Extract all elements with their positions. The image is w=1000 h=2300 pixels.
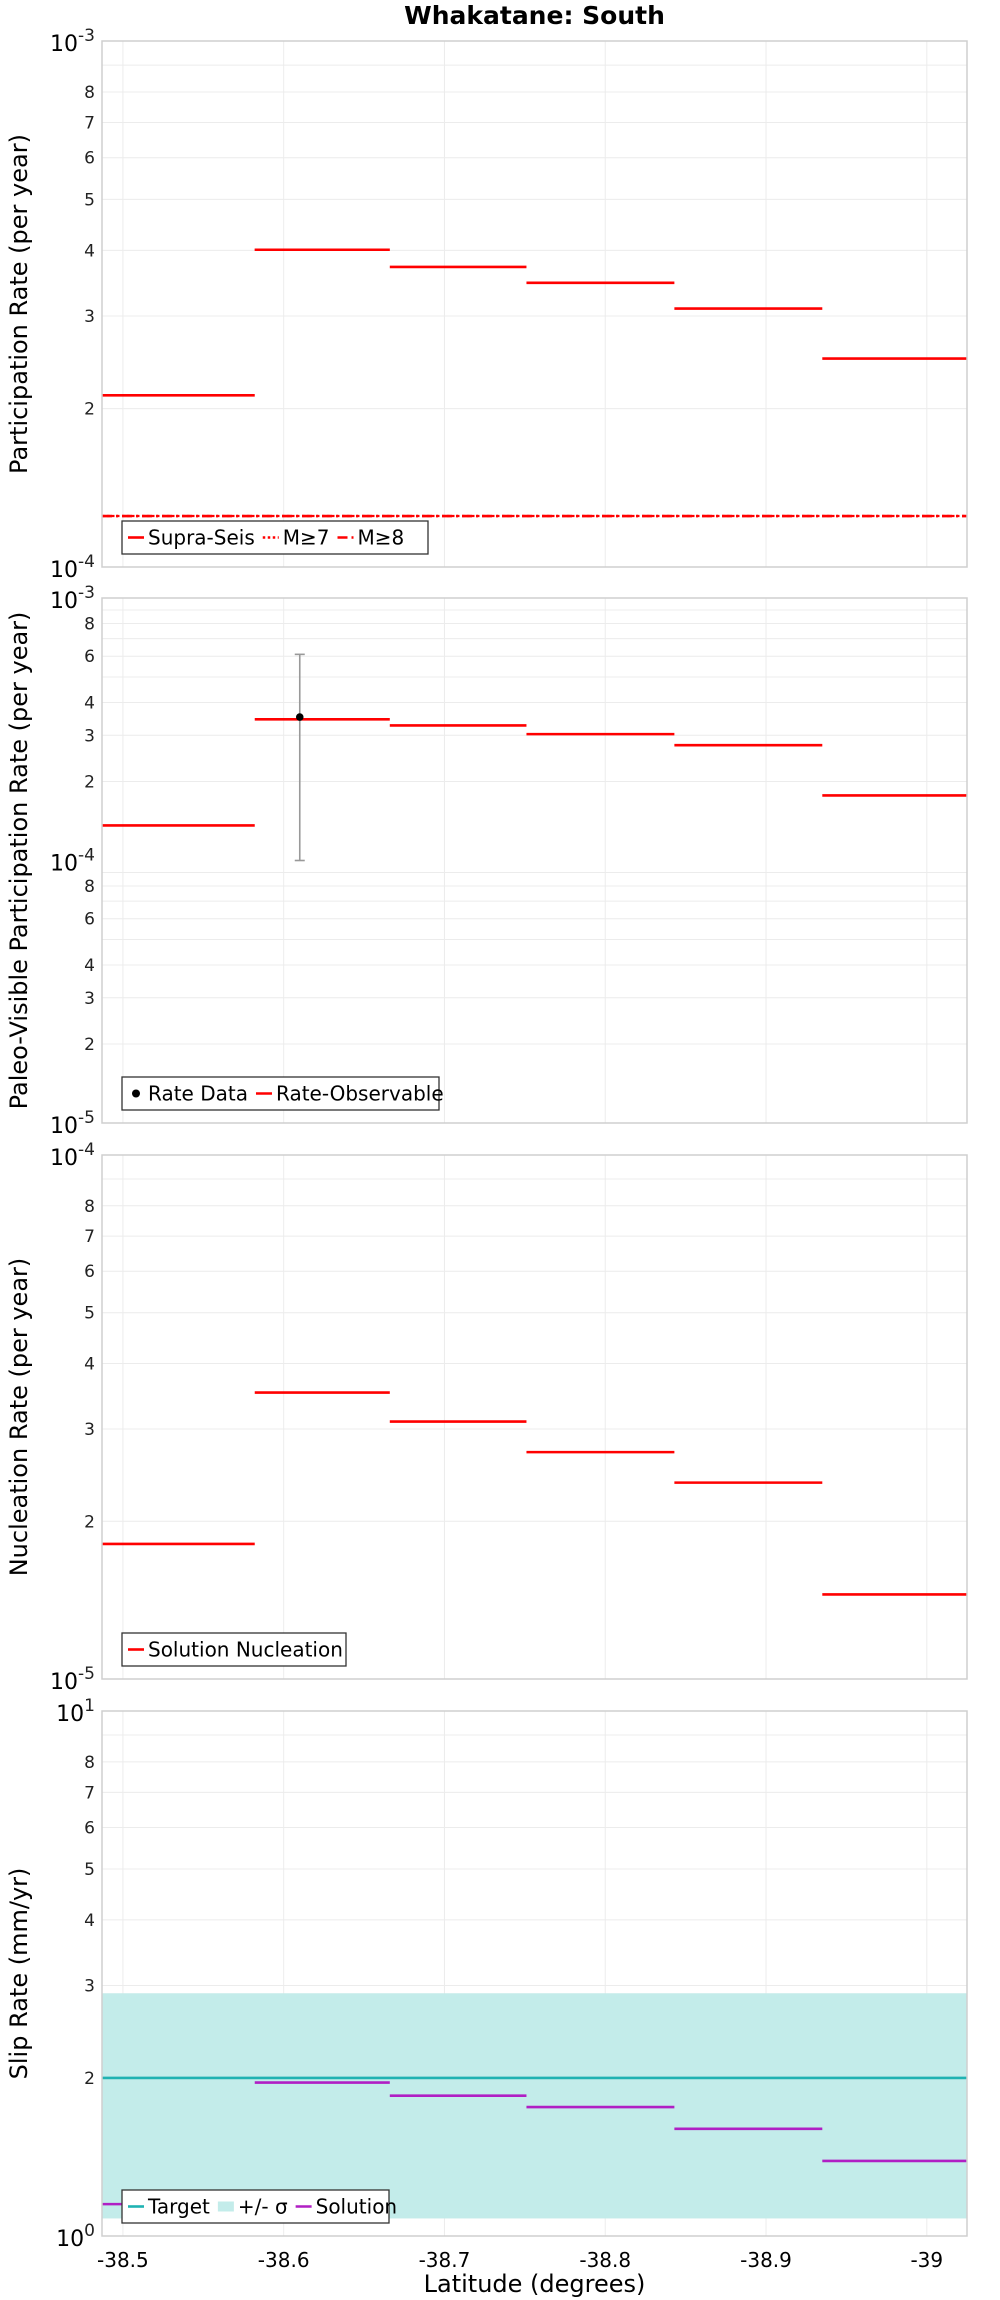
y-minor-tick-label: 8 [84,1197,95,1217]
y-minor-tick-label: 3 [84,989,95,1009]
legend-label: M≥7 [283,526,330,550]
y-major-tick-label: 10-5 [50,1664,95,1695]
y-minor-tick-label: 6 [84,1262,95,1282]
x-tick-label: -38.6 [258,2248,310,2272]
y-major-tick-label: 10-3 [50,583,95,614]
y-minor-tick-label: 8 [84,1753,95,1773]
panel-3: 10-5 10-4 2 3 4 5 6 7 8 Nucleation Rate (per year… [5,1140,968,1695]
legend: Target +/- σ Solution [121,2189,397,2224]
y-minor-tick-label: 2 [84,772,95,792]
y-axis-label: Nucleation Rate (per year) [5,1258,33,1577]
panel-4: 100 101 2 3 4 5 6 7 8 Slip Rate (mm/yr) Target +/- … [5,1696,968,2298]
plot-area [102,41,967,567]
y-minor-tick-label: 8 [84,877,95,897]
legend-box [121,1632,347,1667]
y-minor-tick-label: 2 [84,1035,95,1055]
y-minor-tick-label: 5 [84,190,95,210]
rate-data-point [295,713,304,721]
y-minor-tick-label: 3 [84,307,95,327]
y-minor-tick-label: 6 [84,149,95,169]
y-axis-label: Slip Rate (mm/yr) [5,1868,33,2080]
legend: Rate Data Rate-Observable [121,1076,444,1111]
legend-label: Supra-Seis [148,526,255,550]
legend-marker [132,1089,140,1098]
y-minor-tick-label: 8 [84,83,95,103]
y-axis-label: Participation Rate (per year) [5,134,33,474]
legend-box [121,2189,390,2224]
plot-border [101,597,968,1124]
y-minor-tick-label: 7 [84,113,95,133]
y-minor-tick-label: 6 [84,1818,95,1838]
plot-area [102,598,967,1123]
legend-swatch [217,2201,234,2212]
legend-label: Solution Nucleation [148,1638,343,1662]
y-major-tick-label: 10-4 [50,846,95,877]
legend-label: Solution [316,2195,397,2219]
legend-label: Rate-Observable [276,1082,444,1106]
x-tick-label: -38.5 [97,2248,149,2272]
panel-1: 10-4 10-3 2 3 4 5 6 7 8 Participation Rate (per y… [5,1,968,583]
y-minor-tick-label: 4 [84,241,95,261]
panel-2: 10-5 10-4 10-3 2 3 4 6 8 2 3 4 6 8 Paleo-Visible Part… [5,583,968,1139]
y-major-tick-label: 10-4 [50,1140,95,1171]
y-minor-tick-label: 5 [84,1860,95,1880]
y-minor-tick-label: 5 [84,1304,95,1324]
legend-label: +/- σ [238,2195,288,2219]
y-minor-tick-label: 8 [84,614,95,634]
legend-label: Target [147,2195,210,2219]
plot-border [101,40,968,568]
y-minor-tick-label: 2 [84,2069,95,2089]
chart-title: Whakatane: South [404,1,665,30]
y-major-tick-label: 10-3 [50,26,95,57]
plot-area [102,1155,967,1679]
legend-label: Rate Data [148,1082,248,1106]
y-minor-tick-label: 4 [84,1355,95,1375]
legend: Supra-Seis M≥7 M≥8 [121,520,429,555]
y-minor-tick-label: 7 [84,1783,95,1803]
legend: Solution Nucleation [121,1632,347,1667]
y-minor-tick-label: 3 [84,726,95,746]
y-minor-tick-label: 4 [84,956,95,976]
y-major-tick-label: 100 [56,2221,95,2252]
y-minor-tick-label: 3 [84,1977,95,1997]
y-major-tick-label: 10-5 [50,1108,95,1139]
y-minor-tick-label: 6 [84,910,95,930]
legend-box [121,1076,440,1111]
y-minor-tick-label: 4 [84,1911,95,1931]
y-minor-tick-label: 7 [84,1227,95,1247]
x-tick-label: -38.7 [419,2248,471,2272]
x-tick-label: -38.8 [579,2248,631,2272]
y-minor-tick-label: 4 [84,693,95,713]
x-tick-label: -39 [910,2248,943,2272]
plot-border [101,1710,968,2237]
y-minor-tick-label: 2 [84,400,95,420]
y-major-tick-label: 10-4 [50,552,95,583]
y-minor-tick-label: 2 [84,1512,95,1532]
x-tick-label: -38.9 [740,2248,792,2272]
x-axis-label: Latitude (degrees) [424,2270,646,2298]
y-major-tick-label: 101 [56,1696,95,1727]
plot-border [101,1154,968,1680]
legend-label: M≥8 [358,526,405,550]
y-minor-tick-label: 3 [84,1420,95,1440]
y-minor-tick-label: 6 [84,647,95,667]
y-axis-label: Paleo-Visible Participation Rate (per ye… [5,612,33,1110]
